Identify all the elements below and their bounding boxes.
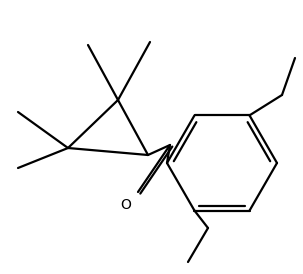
Text: O: O xyxy=(121,198,132,212)
